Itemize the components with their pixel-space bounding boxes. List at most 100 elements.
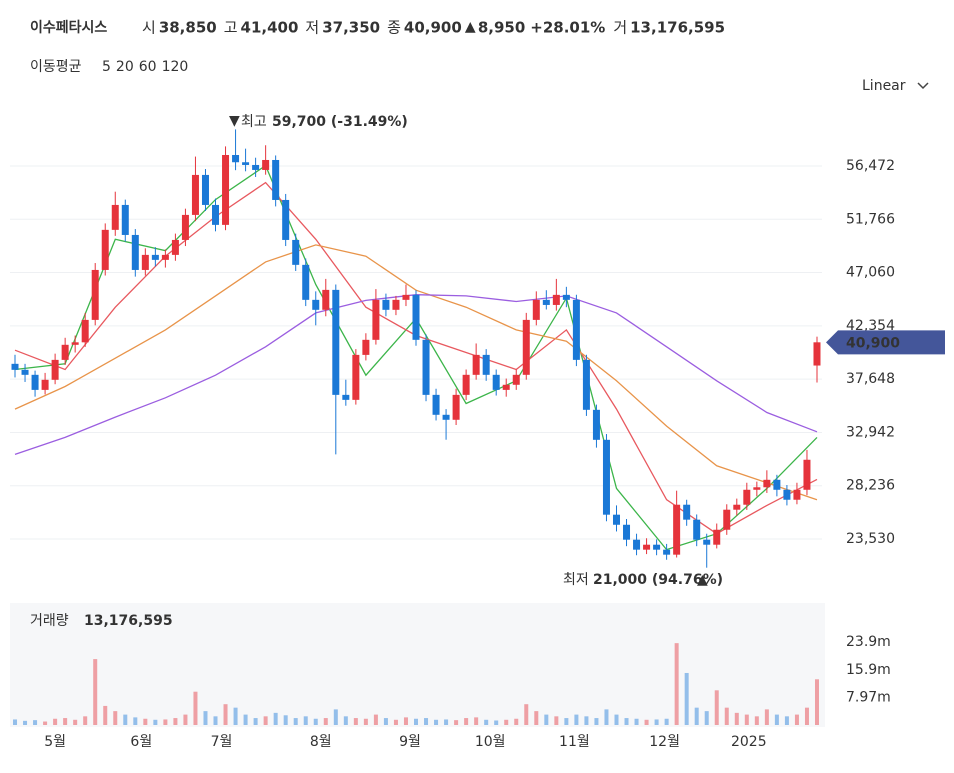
candle-body xyxy=(633,539,641,550)
change-pct: +28.01% xyxy=(530,19,605,37)
candle-body xyxy=(191,174,199,215)
volume-bar xyxy=(774,714,779,725)
min-arrow: ▲ xyxy=(697,572,708,588)
volume-bar xyxy=(654,719,659,725)
min-label: 최저 xyxy=(563,572,589,588)
candle-body xyxy=(572,299,580,360)
field-label: 저 xyxy=(305,19,319,37)
candle-body xyxy=(322,289,330,310)
candle-body xyxy=(582,359,590,410)
x-tick-label: 10월 xyxy=(475,734,506,750)
volume-panel xyxy=(10,603,825,727)
candle-body xyxy=(703,539,711,545)
field-value: 38,850 xyxy=(159,19,217,37)
volume-bar xyxy=(383,718,388,725)
candle-body xyxy=(763,479,771,488)
change: 8,950 xyxy=(478,19,525,37)
volume-bar xyxy=(744,714,749,725)
ma-line xyxy=(14,164,818,551)
candle-body xyxy=(312,299,320,310)
volume-bar xyxy=(804,707,809,725)
volume-bar xyxy=(203,711,208,725)
volume-bar xyxy=(484,719,489,725)
legend-entry: 20 xyxy=(116,59,134,75)
volume-bar xyxy=(494,720,499,725)
candle-body xyxy=(602,439,610,515)
legend-entry: 5 xyxy=(102,59,111,75)
header: 이수페타시스 xyxy=(30,19,107,36)
volume-bar xyxy=(233,707,238,725)
candle-body xyxy=(743,489,751,505)
volume-bar xyxy=(644,719,649,725)
candle-body xyxy=(492,374,500,390)
volume-bar xyxy=(223,704,228,725)
candle-body xyxy=(592,409,600,440)
candle-body xyxy=(222,154,230,225)
candle-body xyxy=(813,342,821,366)
scale-mode[interactable]: Linear xyxy=(862,78,906,94)
volume-bar xyxy=(594,718,599,725)
volume-bar xyxy=(544,714,549,725)
candle-body xyxy=(51,359,59,380)
y-tick-label: 23,530 xyxy=(846,531,895,547)
volume-bar xyxy=(393,719,398,725)
candle-body xyxy=(91,269,99,320)
candle-body xyxy=(282,199,290,240)
y-tick-label: 32,942 xyxy=(846,424,895,440)
x-tick-label: 12월 xyxy=(649,734,680,750)
volume-bar xyxy=(504,719,509,725)
x-tick-label: 2025 xyxy=(731,734,767,750)
field-value: 40,900 xyxy=(404,19,462,37)
volume-bar xyxy=(604,709,609,725)
volume-bar xyxy=(53,718,58,725)
x-tick-label: 9월 xyxy=(399,734,421,750)
candle-body xyxy=(482,354,490,375)
volume-bar xyxy=(123,714,128,725)
candle-body xyxy=(242,162,250,165)
field-label: 고 xyxy=(224,19,238,37)
candle-body xyxy=(683,504,691,520)
candle-body xyxy=(753,487,761,490)
candle-body xyxy=(21,369,29,375)
volume-bar xyxy=(624,718,629,725)
volume-bar xyxy=(704,711,709,725)
field-value: 41,400 xyxy=(241,19,299,37)
y-tick-label: 37,648 xyxy=(846,371,895,387)
candle-body xyxy=(713,529,721,545)
dropdown-icon[interactable] xyxy=(917,82,929,90)
volume-label: 거 xyxy=(613,19,627,37)
x-tick-label: 6월 xyxy=(130,734,152,750)
volume-bar xyxy=(43,721,48,725)
volume-bar xyxy=(363,718,368,725)
candle-body xyxy=(262,159,270,170)
candle-body xyxy=(502,384,510,390)
volume-tick-label: 15.9m xyxy=(846,662,891,678)
candle-body xyxy=(522,319,530,375)
candle-body xyxy=(552,294,560,305)
volume-bar xyxy=(764,709,769,725)
candle-body xyxy=(542,299,550,305)
volume-bar xyxy=(113,711,118,725)
candle-body xyxy=(181,214,189,240)
min-value: 21,000 (94.76%) xyxy=(593,572,723,588)
volume-bar xyxy=(213,716,218,725)
field-value: 37,350 xyxy=(322,19,380,37)
x-tick-label: 7월 xyxy=(211,734,233,750)
field-label: 시 xyxy=(142,19,156,37)
candle-body xyxy=(673,504,681,555)
candle-body xyxy=(663,549,671,555)
candle-body xyxy=(733,504,741,510)
volume-bar xyxy=(93,659,98,725)
candle-body xyxy=(161,254,169,260)
candle-body xyxy=(612,514,620,525)
candle-body xyxy=(332,289,340,395)
candle-body xyxy=(693,519,701,540)
volume-bar xyxy=(373,714,378,725)
volume-bar xyxy=(63,718,68,725)
volume-bar xyxy=(163,719,168,725)
candle-body xyxy=(532,299,540,320)
volume-bar xyxy=(403,717,408,725)
candle-body xyxy=(452,394,460,420)
candle-body xyxy=(623,524,631,540)
candle-body xyxy=(252,164,260,170)
